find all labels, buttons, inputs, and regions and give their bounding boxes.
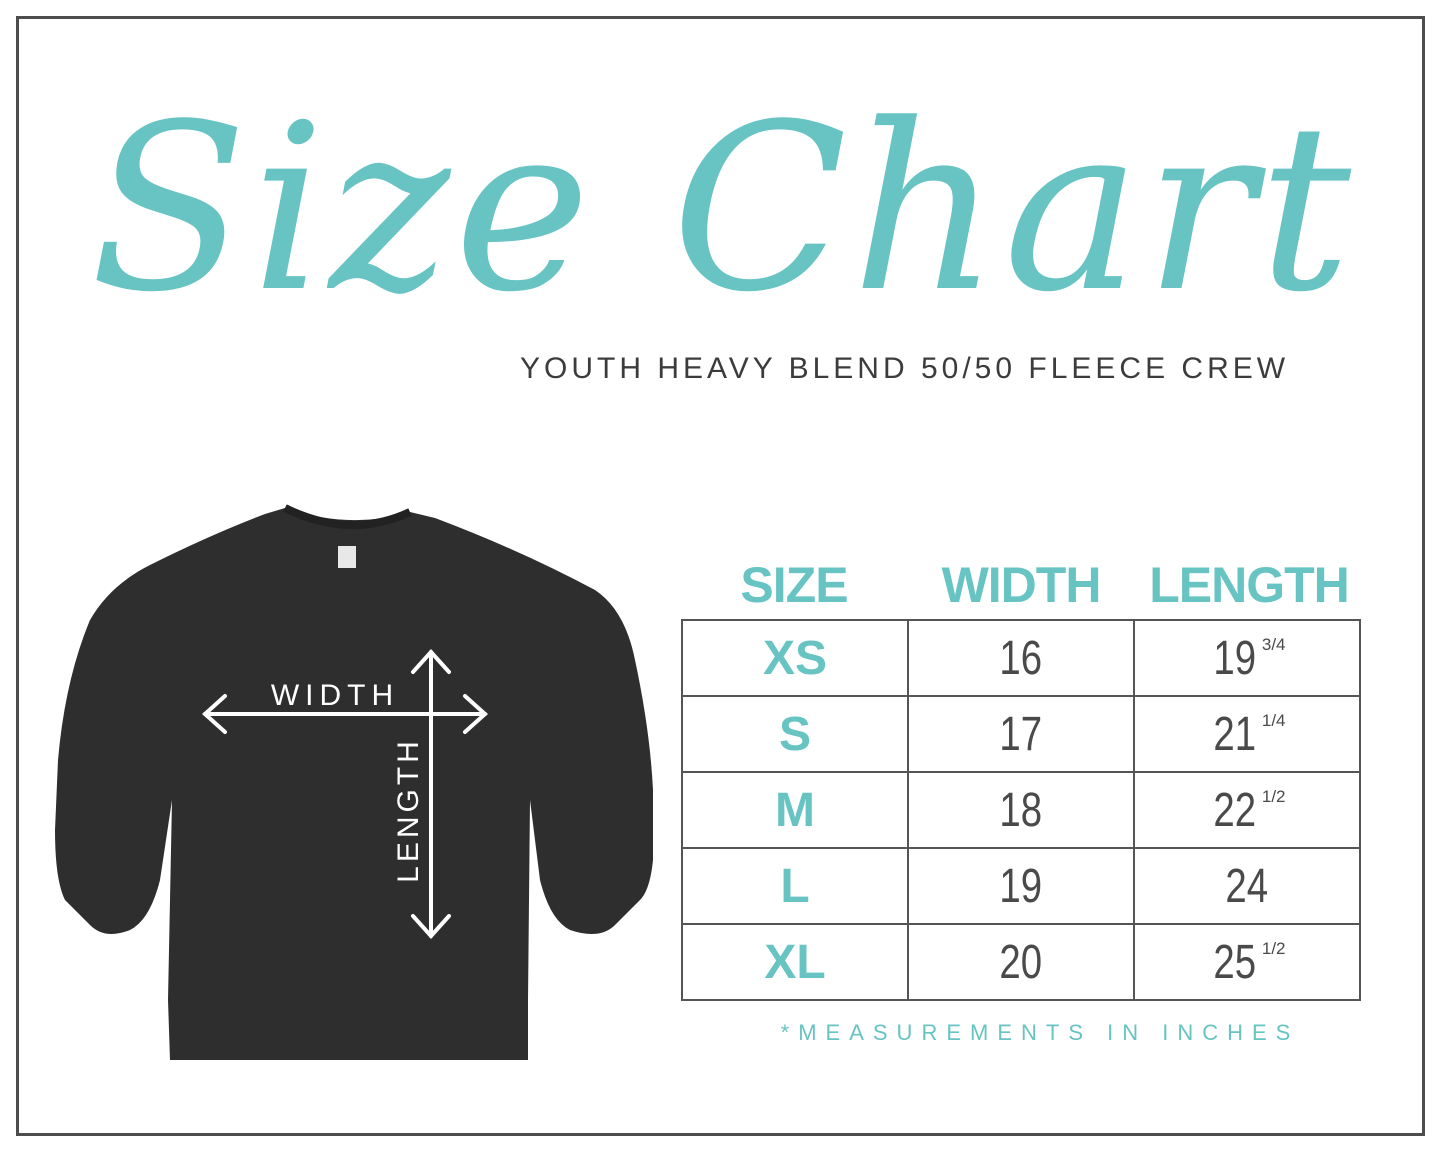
table-row: S 17 21 1/4 (681, 695, 1361, 773)
size-cell: M (681, 771, 909, 849)
length-label: LENGTH (392, 737, 425, 883)
sweatshirt-body (55, 508, 653, 1060)
length-cell: 22 1/2 (1133, 771, 1361, 849)
length-cell: 21 1/4 (1133, 695, 1361, 773)
length-value: 25 (1213, 935, 1257, 989)
header-width: WIDTH (941, 557, 1102, 613)
page-title: Size Chart (89, 76, 1356, 343)
footnote: *MEASUREMENTS IN INCHES (780, 1020, 1300, 1045)
size-cell: L (681, 847, 909, 925)
length-value: 21 (1213, 707, 1257, 761)
width-value: 18 (999, 783, 1043, 837)
sweatshirt-diagram: WIDTH LENGTH (55, 504, 653, 1060)
length-arrow (411, 649, 451, 939)
length-cell: 19 3/4 (1133, 619, 1361, 697)
length-fraction: 1/2 (1261, 938, 1286, 958)
width-cell: 20 (907, 923, 1135, 1001)
length-fraction: 1/2 (1261, 786, 1286, 806)
width-cell: 16 (907, 619, 1135, 697)
length-cell: 24 (1133, 847, 1361, 925)
width-cell: 19 (907, 847, 1135, 925)
width-value: 19 (999, 859, 1043, 913)
size-table: XS 16 19 3/4 S 17 21 1/4 M 18 22 1/2 L 19 24 XL… (681, 619, 1361, 1001)
product-subtitle: YOUTH HEAVY BLEND 50/50 FLEECE CREW (520, 352, 1290, 385)
table-row: L 19 24 (681, 847, 1361, 925)
border-frame (16, 16, 1425, 1136)
length-cell: 25 1/2 (1133, 923, 1361, 1001)
width-arrow (202, 694, 488, 734)
length-fraction: 1/4 (1261, 710, 1286, 730)
size-cell: XS (681, 619, 909, 697)
width-value: 20 (999, 935, 1043, 989)
size-cell: S (681, 695, 909, 773)
table-row: XL 20 25 1/2 (681, 923, 1361, 1001)
table-row: M 18 22 1/2 (681, 771, 1361, 849)
length-value: 22 (1213, 783, 1257, 837)
width-cell: 17 (907, 695, 1135, 773)
length-value: 24 (1225, 859, 1269, 913)
length-value: 19 (1213, 631, 1257, 685)
width-value: 17 (999, 707, 1043, 761)
garment-tag (338, 546, 356, 568)
header-size: SIZE (740, 557, 848, 613)
header-length: LENGTH (1149, 557, 1350, 613)
table-row: XS 16 19 3/4 (681, 619, 1361, 697)
width-label: WIDTH (271, 679, 399, 712)
width-value: 16 (999, 631, 1043, 685)
length-fraction: 3/4 (1261, 634, 1286, 654)
width-cell: 18 (907, 771, 1135, 849)
size-cell: XL (681, 923, 909, 1001)
